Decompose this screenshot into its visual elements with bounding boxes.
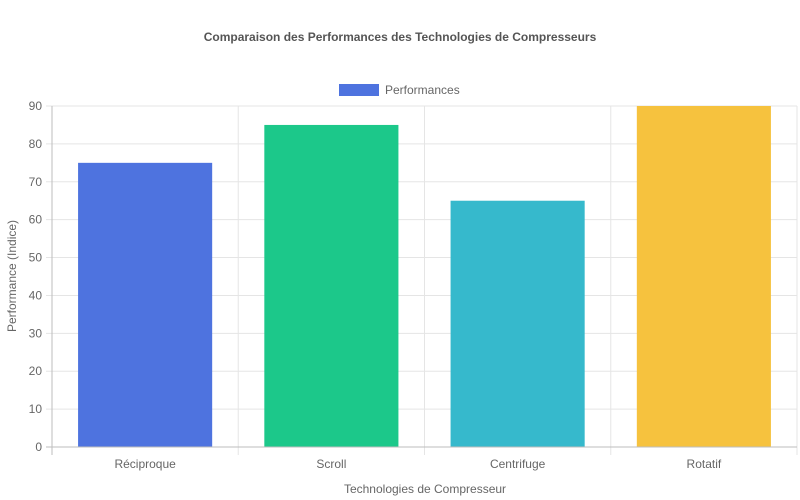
legend-swatch xyxy=(339,84,379,96)
chart-title: Comparaison des Performances des Technol… xyxy=(204,30,597,44)
bar-réciproque[interactable] xyxy=(78,162,213,448)
bar-centrifuge[interactable] xyxy=(450,200,585,447)
bar-scroll[interactable] xyxy=(264,124,399,447)
y-axis-title: Performance (Indice) xyxy=(5,220,19,332)
x-tick-label: Centrifuge xyxy=(490,457,546,471)
x-tick-label: Rotatif xyxy=(687,457,722,471)
y-tick-label: 60 xyxy=(29,213,43,227)
legend[interactable]: Performances xyxy=(339,83,460,97)
x-axis-title: Technologies de Compresseur xyxy=(344,482,506,496)
y-tick-label: 20 xyxy=(29,364,43,378)
y-tick-label: 80 xyxy=(29,137,43,151)
bar-rotatif[interactable] xyxy=(636,106,771,447)
y-tick-label: 70 xyxy=(29,175,43,189)
x-tick-label: Réciproque xyxy=(114,457,176,471)
y-tick-label: 40 xyxy=(29,288,43,302)
x-tick-labels: Réciproque Scroll Centrifuge Rotatif xyxy=(114,457,721,471)
y-tick-label: 30 xyxy=(29,326,43,340)
y-tick-label: 90 xyxy=(29,99,43,113)
y-tick-label: 50 xyxy=(29,251,43,265)
bars xyxy=(78,106,771,448)
y-tick-label: 10 xyxy=(29,402,43,416)
legend-label: Performances xyxy=(385,83,460,97)
y-tick-label: 0 xyxy=(35,440,42,454)
y-tick-labels: 0 10 20 30 40 50 60 70 80 90 xyxy=(29,99,43,454)
x-tick-label: Scroll xyxy=(316,457,346,471)
